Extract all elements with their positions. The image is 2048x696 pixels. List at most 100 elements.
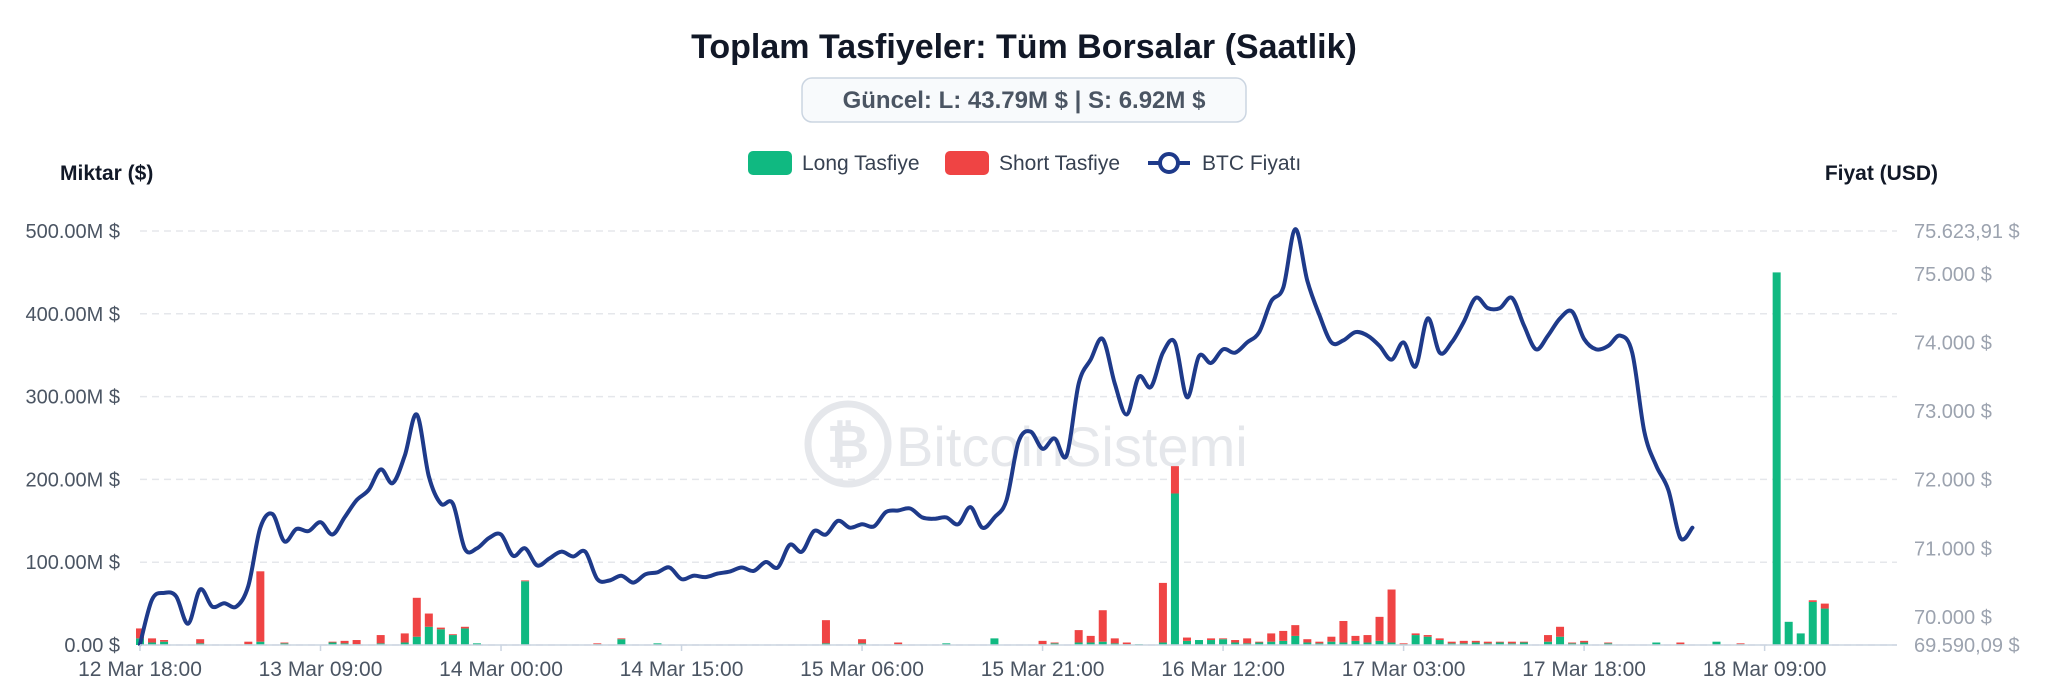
long-bar[interactable]	[1411, 635, 1420, 645]
short-bar[interactable]	[1568, 642, 1577, 644]
long-bar[interactable]	[256, 641, 265, 645]
short-bar[interactable]	[340, 640, 349, 644]
long-bar[interactable]	[1820, 608, 1829, 645]
long-bar[interactable]	[1387, 642, 1396, 645]
short-bar[interactable]	[821, 620, 830, 644]
short-bar[interactable]	[1219, 638, 1228, 640]
short-bar[interactable]	[1676, 642, 1685, 645]
legend-item-price[interactable]: BTC Fiyatı	[1148, 152, 1301, 175]
long-bar[interactable]	[1243, 643, 1252, 645]
short-bar[interactable]	[1544, 635, 1553, 642]
long-bar[interactable]	[1580, 642, 1589, 645]
long-bar[interactable]	[424, 626, 433, 645]
long-bar[interactable]	[653, 643, 662, 645]
long-bar[interactable]	[1207, 640, 1216, 645]
long-bar[interactable]	[1435, 640, 1444, 645]
short-bar[interactable]	[1483, 641, 1492, 644]
short-bar[interactable]	[136, 628, 144, 639]
short-bar[interactable]	[1399, 643, 1408, 645]
short-bar[interactable]	[160, 640, 169, 642]
long-bar[interactable]	[1544, 641, 1553, 645]
short-bar[interactable]	[424, 613, 433, 627]
long-bar[interactable]	[1158, 642, 1167, 645]
long-bar[interactable]	[1568, 643, 1577, 645]
short-bar[interactable]	[400, 633, 409, 643]
short-bar[interactable]	[376, 635, 385, 644]
long-bar[interactable]	[448, 635, 457, 645]
short-bar[interactable]	[328, 641, 337, 643]
long-bar[interactable]	[1712, 641, 1721, 645]
long-bar[interactable]	[1170, 493, 1179, 645]
short-bar[interactable]	[1255, 641, 1264, 643]
short-bar[interactable]	[1736, 643, 1745, 645]
short-bar[interactable]	[1170, 466, 1179, 494]
long-bar[interactable]	[1303, 642, 1312, 645]
short-bar[interactable]	[1507, 641, 1516, 644]
long-bar[interactable]	[1255, 642, 1264, 645]
short-bar[interactable]	[1050, 642, 1059, 644]
short-bar[interactable]	[1122, 642, 1131, 645]
long-bar[interactable]	[160, 641, 169, 645]
long-bar[interactable]	[1219, 639, 1228, 645]
long-bar[interactable]	[1604, 643, 1613, 645]
long-bar[interactable]	[1351, 640, 1360, 645]
long-bar[interactable]	[1327, 641, 1336, 645]
long-bar[interactable]	[472, 643, 481, 645]
short-bar[interactable]	[1808, 600, 1817, 602]
short-bar[interactable]	[1182, 637, 1191, 641]
long-bar[interactable]	[990, 638, 999, 645]
long-bar[interactable]	[1375, 640, 1384, 645]
long-bar[interactable]	[1315, 643, 1324, 645]
long-bar[interactable]	[1784, 621, 1793, 645]
long-bar[interactable]	[1267, 641, 1276, 645]
long-bar[interactable]	[1231, 642, 1240, 645]
legend-item-long[interactable]: Long Tasfiye	[748, 151, 920, 175]
short-bar[interactable]	[1459, 640, 1468, 644]
short-bar[interactable]	[1435, 638, 1444, 641]
short-bar[interactable]	[352, 640, 361, 645]
long-bar[interactable]	[412, 636, 421, 645]
long-bar[interactable]	[1291, 635, 1300, 645]
long-bar[interactable]	[858, 643, 867, 645]
short-bar[interactable]	[1207, 638, 1216, 641]
long-bar[interactable]	[1110, 643, 1119, 645]
long-bar[interactable]	[1423, 636, 1432, 645]
short-bar[interactable]	[244, 641, 253, 645]
long-bar[interactable]	[1363, 642, 1372, 645]
long-bar[interactable]	[1507, 643, 1516, 645]
long-bar[interactable]	[1447, 643, 1456, 645]
short-bar[interactable]	[1158, 582, 1167, 643]
short-bar[interactable]	[1243, 638, 1252, 644]
short-bar[interactable]	[1303, 639, 1312, 643]
short-bar[interactable]	[1580, 640, 1589, 643]
short-bar[interactable]	[858, 639, 867, 644]
short-bar[interactable]	[1495, 641, 1504, 643]
long-bar[interactable]	[1808, 601, 1817, 645]
long-bar[interactable]	[148, 642, 157, 645]
short-bar[interactable]	[1604, 642, 1613, 644]
legend-item-short[interactable]: Short Tasfiye	[945, 151, 1120, 175]
short-bar[interactable]	[1086, 635, 1095, 643]
short-bar[interactable]	[1279, 630, 1288, 641]
long-bar[interactable]	[280, 643, 289, 645]
short-bar[interactable]	[1339, 620, 1348, 643]
long-bar[interactable]	[1796, 633, 1805, 645]
long-bar[interactable]	[1195, 640, 1204, 645]
long-bar[interactable]	[1086, 642, 1095, 645]
short-bar[interactable]	[1447, 641, 1456, 644]
short-bar[interactable]	[521, 580, 530, 582]
short-bar[interactable]	[593, 643, 602, 645]
short-bar[interactable]	[1098, 610, 1107, 642]
long-bar[interactable]	[196, 643, 205, 645]
long-bar[interactable]	[1556, 636, 1565, 645]
long-bar[interactable]	[617, 639, 626, 645]
short-bar[interactable]	[1038, 640, 1047, 645]
short-bar[interactable]	[617, 638, 626, 640]
short-bar[interactable]	[1363, 635, 1372, 643]
short-bar[interactable]	[1471, 640, 1480, 643]
short-bar[interactable]	[436, 627, 445, 630]
short-bar[interactable]	[1820, 603, 1829, 609]
long-bar[interactable]	[942, 643, 951, 645]
short-bar[interactable]	[894, 642, 903, 645]
short-bar[interactable]	[1375, 616, 1384, 641]
